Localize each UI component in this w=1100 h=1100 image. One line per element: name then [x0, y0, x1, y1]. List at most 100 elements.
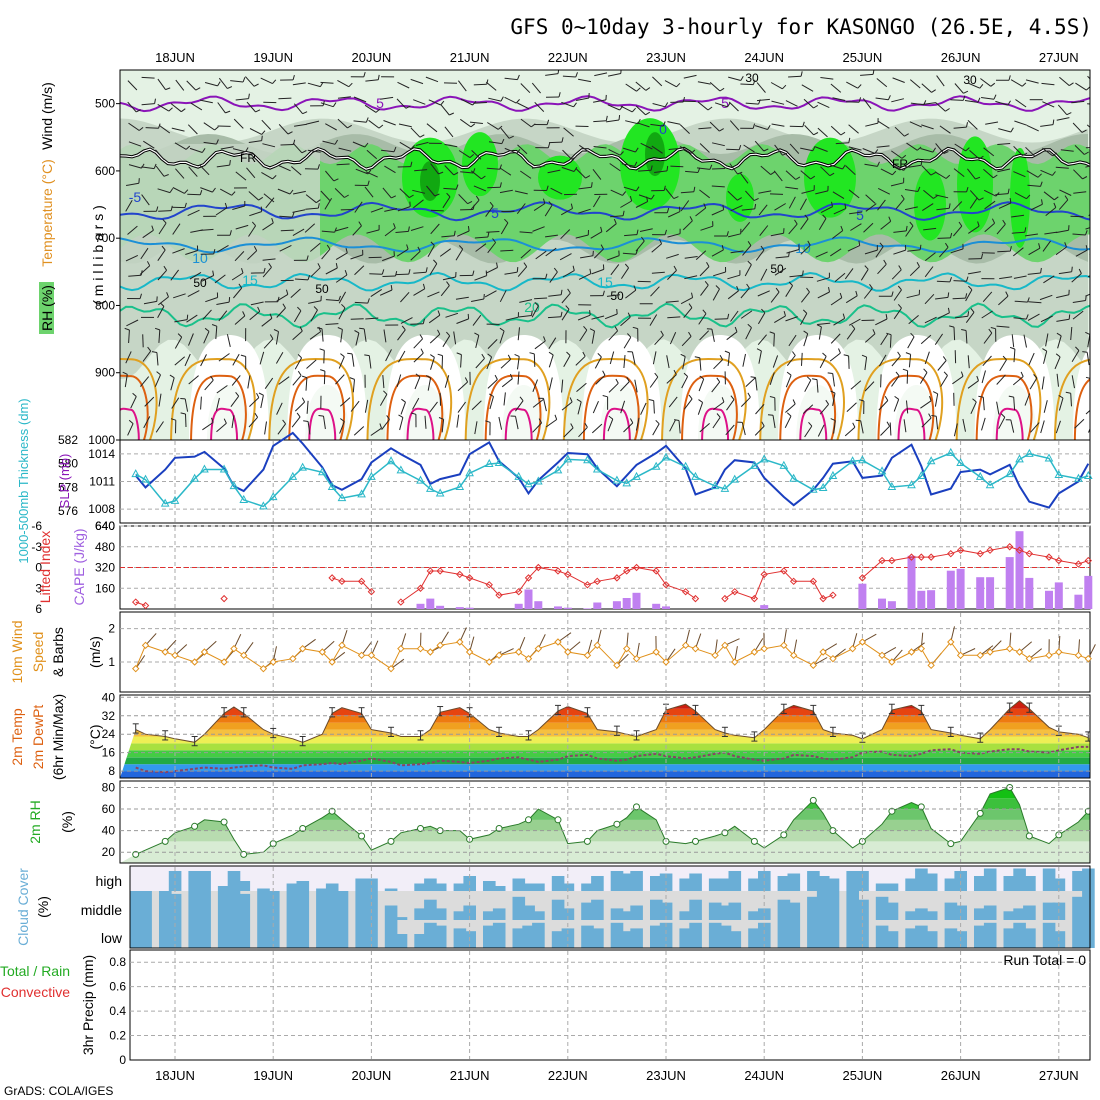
- wind10m-point-marker: [711, 651, 719, 660]
- wind-barb-feather: [151, 351, 157, 353]
- wind-barb-feather: [1024, 227, 1027, 233]
- wind-barb: [1071, 273, 1082, 283]
- wind-barb: [505, 316, 519, 321]
- wind10m-barb: [1019, 641, 1033, 653]
- wind-barb: [395, 230, 409, 233]
- cloud-cover-bar: [846, 871, 859, 891]
- wind-barb: [379, 394, 388, 406]
- wind-barb: [983, 332, 993, 344]
- wind-barb: [939, 125, 951, 134]
- wind-barb-feather: [949, 325, 955, 328]
- wind-barb: [335, 252, 348, 261]
- wind-barb: [200, 354, 207, 367]
- wind-barb: [127, 80, 138, 91]
- wind-barb-feather: [337, 327, 343, 330]
- li-point-marker: [878, 556, 886, 565]
- wind-barb: [1072, 300, 1086, 303]
- wind-barb: [1073, 191, 1087, 194]
- wind-barb: [875, 246, 884, 258]
- wind-barb: [1054, 356, 1061, 370]
- wind-barb: [190, 102, 203, 111]
- wind-barb: [984, 222, 995, 233]
- wind-barb-feather: [721, 397, 725, 403]
- wind-barb: [937, 237, 951, 239]
- wind-barb: [906, 142, 918, 151]
- rh2m-point-marker: [692, 837, 699, 845]
- cloud-cover-bar: [492, 922, 506, 948]
- wind-barb: [1057, 335, 1062, 349]
- wind-barb: [833, 420, 836, 434]
- wind-barb: [503, 392, 506, 406]
- wind-barb: [338, 356, 345, 369]
- li-point-marker: [917, 553, 926, 561]
- wind-barb: [415, 141, 429, 146]
- wind-barb-feather: [467, 226, 470, 232]
- wind-barb: [307, 82, 321, 88]
- slp-point-marker: [946, 447, 956, 456]
- wind-barb-feather: [499, 327, 505, 332]
- wind-barb: [592, 400, 599, 414]
- wind-barb: [850, 380, 862, 390]
- wind-barb: [695, 250, 707, 260]
- cape-bar: [652, 603, 661, 609]
- wind-barb: [142, 229, 154, 239]
- cloud-cover-bar: [826, 878, 840, 891]
- wind-barb: [384, 208, 398, 212]
- cape-bar: [907, 555, 916, 609]
- wind-barb: [1029, 377, 1038, 390]
- cloud-cover-bar: [139, 920, 152, 948]
- wind-barb-feather: [504, 218, 509, 224]
- wind-barb: [934, 333, 944, 345]
- cloud-cover-bar: [728, 902, 742, 920]
- wind-barb: [685, 170, 699, 173]
- wind10m-point-marker: [524, 654, 533, 663]
- wind-barb-feather: [1064, 242, 1067, 248]
- rh2m-point-marker: [947, 840, 955, 848]
- wind-barb-feather: [1052, 119, 1055, 125]
- warm-surface-loop: [210, 407, 238, 440]
- wind-barb: [998, 202, 1012, 209]
- wind-barb-feather: [566, 351, 571, 356]
- cloud-cover-bar: [983, 905, 997, 920]
- wind10m-point-marker: [907, 648, 916, 656]
- wind-barb: [909, 266, 920, 277]
- wind-barb-feather: [769, 396, 775, 399]
- wind10m-point-marker: [986, 648, 994, 656]
- cape-bar: [622, 598, 631, 609]
- thickness-tick-label: 580: [58, 457, 78, 471]
- wind-barb: [471, 298, 484, 302]
- cloud-cover-bar: [286, 920, 300, 948]
- wind-barb: [669, 331, 677, 345]
- surface-dry-core: [403, 385, 448, 440]
- wind-barb-feather: [497, 125, 503, 130]
- wind10m-point-marker: [927, 661, 935, 670]
- wind-barb-feather: [258, 196, 264, 201]
- wind-barb: [352, 225, 362, 236]
- wind-barb: [816, 379, 819, 393]
- wind-barb-feather: [560, 311, 563, 317]
- wind-barb: [876, 78, 888, 88]
- wind-barb: [519, 299, 533, 303]
- wind-barb-feather: [282, 419, 286, 425]
- wind-barb: [412, 189, 426, 194]
- wind-barb: [200, 396, 202, 410]
- wind-barb: [578, 273, 592, 280]
- wind-barb-feather: [263, 267, 266, 274]
- wind-barb: [517, 144, 528, 155]
- cape-bar: [426, 598, 435, 609]
- wind10m-point-marker: [495, 651, 503, 660]
- li-point-marker: [524, 574, 533, 582]
- date-label-top: 22JUN: [548, 50, 588, 65]
- wind-barb-feather: [709, 164, 713, 170]
- wind-barb-feather: [673, 369, 677, 375]
- precip-tick-label: 0.6: [109, 980, 126, 994]
- wind-barb-feather: [629, 195, 633, 202]
- cloud-cover-bar: [650, 876, 663, 891]
- wind-barb: [429, 401, 438, 413]
- precip-ylabel-1: Total / Rain: [0, 963, 70, 979]
- wind10m-point-marker: [1005, 644, 1014, 653]
- rh2m-point-marker: [191, 822, 199, 830]
- wind-barb: [924, 351, 930, 365]
- wind-barb-feather: [475, 195, 480, 201]
- slp-point-marker: [583, 455, 592, 464]
